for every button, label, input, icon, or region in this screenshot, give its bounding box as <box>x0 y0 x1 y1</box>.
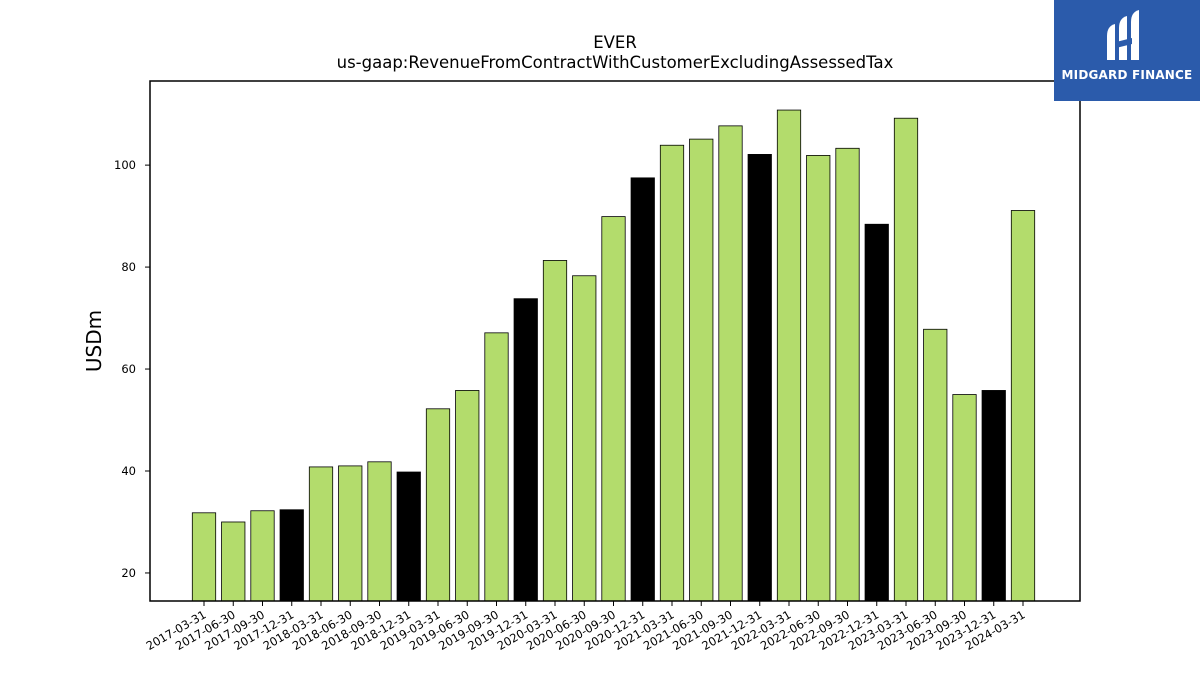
bar-2020-03-31 <box>542 260 568 602</box>
y-axis: 20 40 60 80 100 <box>114 158 150 580</box>
bar-2017-06-30 <box>221 521 246 602</box>
chart-subtitle: us-gaap:RevenueFromContractWithCustomerE… <box>337 53 894 72</box>
y-tick-label: 100 <box>114 158 136 172</box>
midgard-finance-logo: MIDGARD FINANCE <box>1054 0 1200 101</box>
plot-frame <box>149 80 1081 602</box>
bar-2019-03-31 <box>425 408 451 602</box>
bar-2021-06-30 <box>689 138 714 602</box>
y-tick-label: 60 <box>121 362 136 376</box>
bar-2022-03-31 <box>776 109 802 602</box>
bar-2021-12-31 <box>747 154 772 602</box>
y-axis-label: USDm <box>82 310 106 372</box>
x-axis: 2017-03-312017-06-302017-09-302017-12-31… <box>144 601 1028 653</box>
bar-2018-03-31 <box>308 466 334 602</box>
y-tick-label: 40 <box>121 464 136 478</box>
bar-2023-06-30 <box>923 328 948 602</box>
bar-2020-06-30 <box>572 275 597 602</box>
midgard-logo-icon <box>1107 10 1139 60</box>
bar-2023-12-31 <box>981 390 1006 602</box>
y-tick-label: 80 <box>121 260 136 274</box>
bar-2018-06-30 <box>338 465 363 602</box>
bar-2022-09-30 <box>835 147 860 602</box>
chart-title: EVER <box>593 33 637 52</box>
bar-2023-03-31 <box>893 117 919 602</box>
y-tick-label: 20 <box>121 566 136 580</box>
bar-2020-12-31 <box>630 177 655 602</box>
bar-2019-09-30 <box>484 332 509 602</box>
bar-2019-12-31 <box>513 298 538 602</box>
bar-2017-03-31 <box>191 512 217 602</box>
bars-group <box>191 109 1036 602</box>
bar-2017-12-31 <box>279 509 304 602</box>
logo-text: MIDGARD FINANCE <box>1061 68 1193 82</box>
bar-2021-09-30 <box>718 125 743 602</box>
bar-2024-03-31 <box>1010 210 1036 602</box>
bar-2021-03-31 <box>659 144 685 602</box>
bar-2022-12-31 <box>864 223 889 602</box>
bar-2017-09-30 <box>250 510 275 602</box>
bar-2020-09-30 <box>601 216 626 602</box>
bar-2022-06-30 <box>806 155 831 602</box>
bar-2018-09-30 <box>367 461 392 602</box>
bar-2019-06-30 <box>455 390 480 602</box>
bar-2018-12-31 <box>396 471 421 602</box>
bar-2023-09-30 <box>952 394 977 602</box>
